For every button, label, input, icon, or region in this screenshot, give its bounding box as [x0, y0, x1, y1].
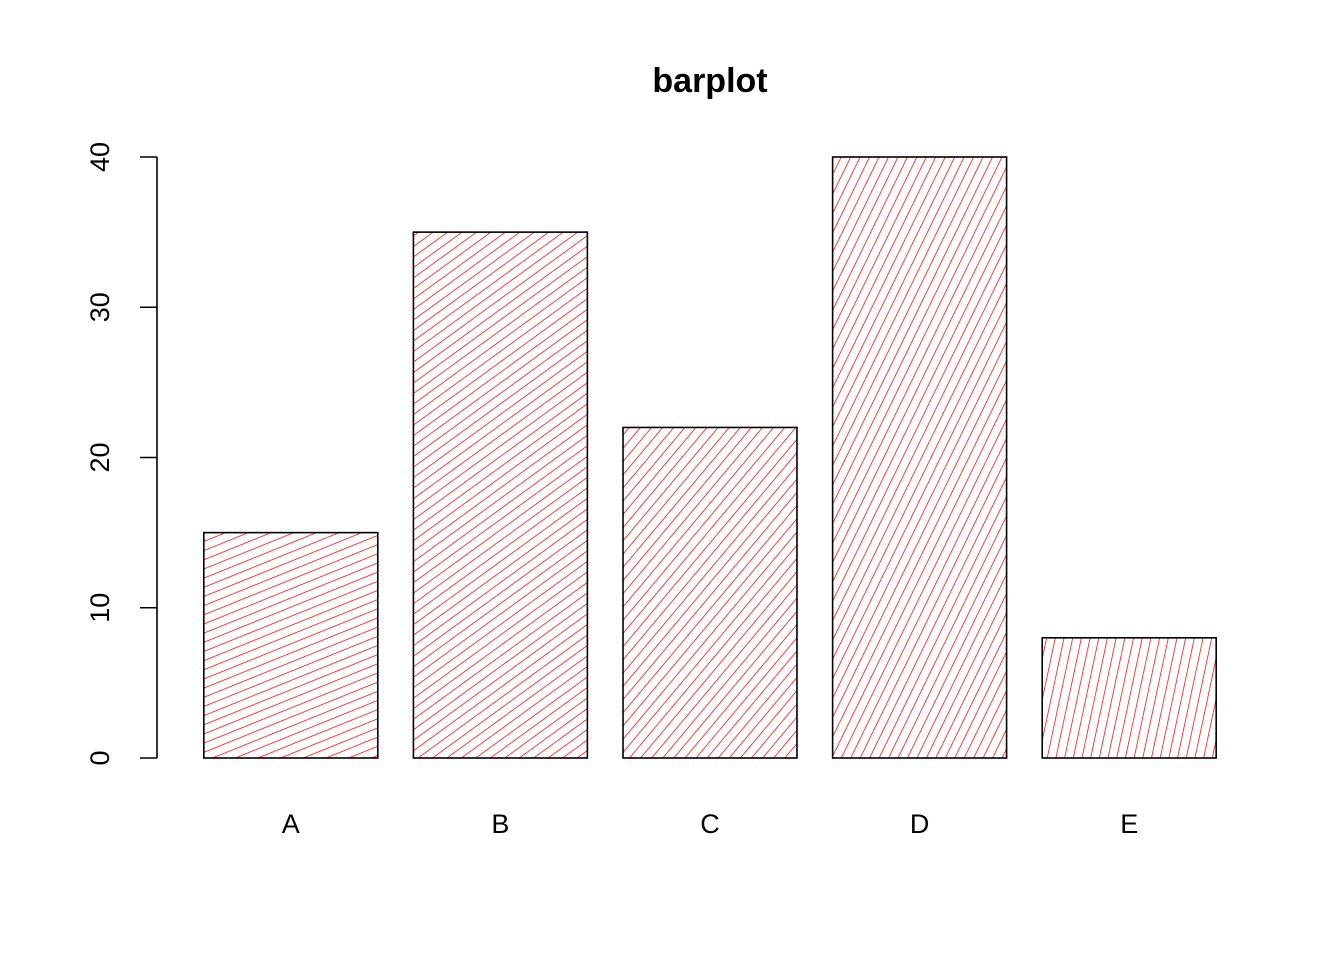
bars-group — [203, 156, 1217, 759]
y-tick-label: 10 — [85, 593, 115, 623]
x-category-label: B — [491, 809, 509, 839]
y-tick-label: 20 — [85, 442, 115, 472]
x-category-label: E — [1120, 809, 1138, 839]
bar-C-hatch — [623, 427, 797, 758]
chart-title: barplot — [652, 62, 767, 100]
bar-D — [831, 156, 1008, 759]
bar-B-hatch — [413, 232, 588, 758]
y-tick-label: 30 — [85, 292, 115, 322]
y-tick-label: 0 — [85, 750, 115, 765]
bar-E-hatch — [1042, 637, 1217, 758]
bar-C — [622, 426, 798, 759]
y-tick-label: 40 — [85, 142, 115, 172]
bar-E — [1041, 636, 1217, 759]
bar-D-hatch — [832, 157, 1007, 758]
x-axis-labels: A B C D E — [282, 809, 1138, 839]
bar-B — [412, 231, 589, 759]
bar-A — [203, 531, 379, 759]
x-category-label: D — [910, 809, 930, 839]
x-category-label: A — [282, 809, 300, 839]
x-category-label: C — [700, 809, 720, 839]
bar-A-hatch — [203, 532, 378, 758]
y-axis: 0 10 20 30 40 — [85, 142, 158, 766]
